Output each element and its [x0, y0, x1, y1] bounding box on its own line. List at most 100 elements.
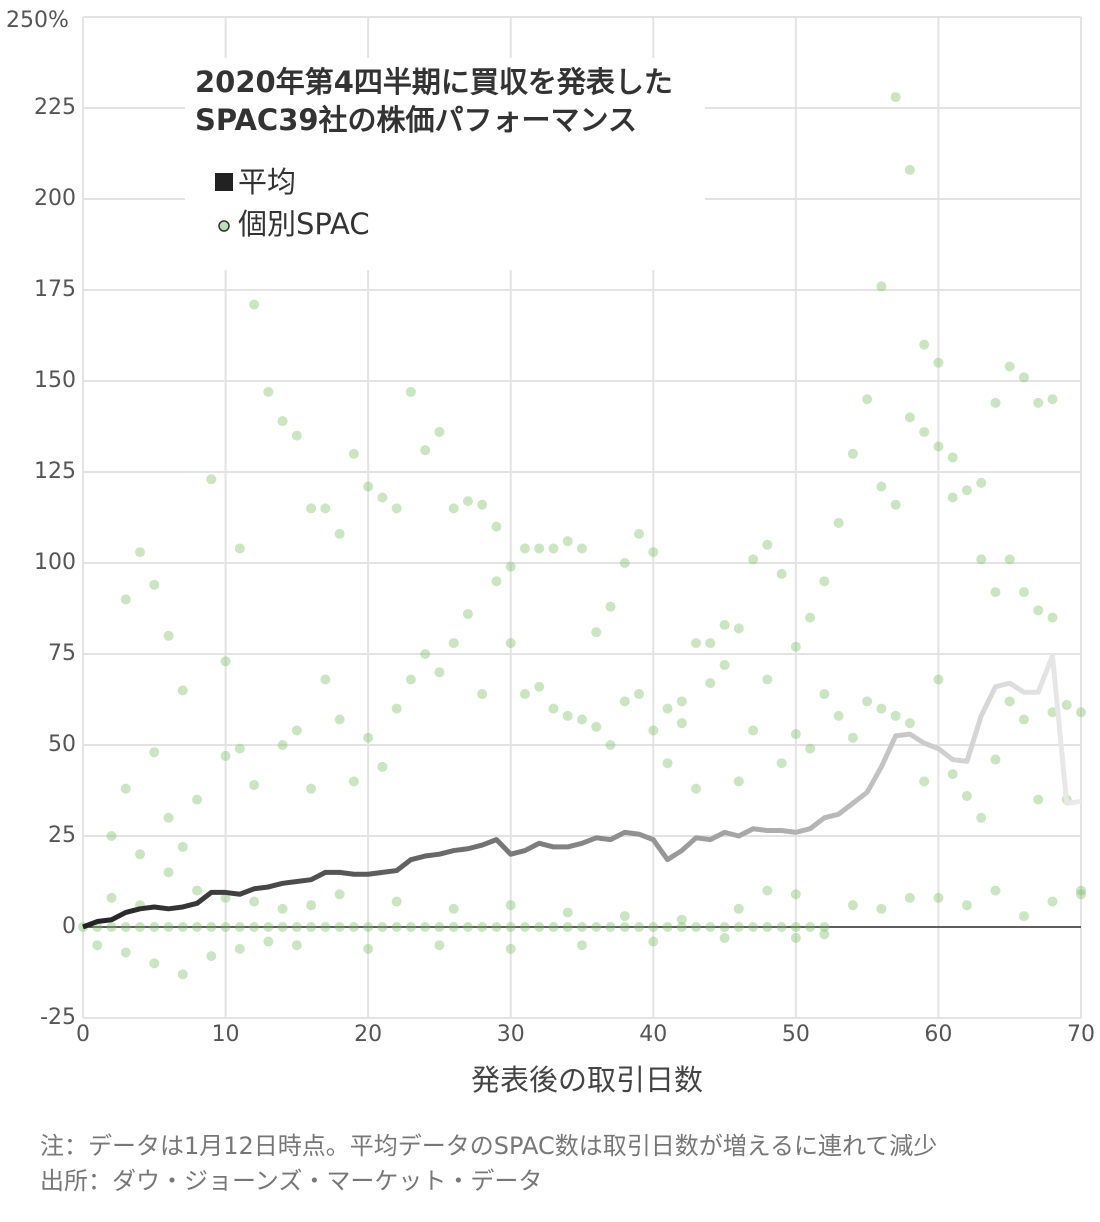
point — [876, 281, 887, 292]
point — [505, 561, 516, 572]
point — [234, 943, 245, 954]
point — [149, 958, 160, 969]
point — [1018, 911, 1029, 922]
point — [876, 903, 887, 914]
point — [505, 922, 516, 932]
point — [634, 922, 645, 932]
point — [662, 922, 673, 932]
point — [762, 922, 773, 932]
point — [149, 579, 160, 590]
point — [1018, 372, 1029, 383]
point — [733, 776, 744, 787]
point — [833, 710, 844, 721]
point — [1033, 794, 1044, 805]
x-tick-label: 50 — [782, 1022, 810, 1047]
point — [961, 790, 972, 801]
point — [534, 543, 545, 554]
marks — [78, 92, 1086, 980]
point — [448, 903, 459, 914]
point — [705, 638, 716, 649]
point — [434, 426, 445, 437]
point — [405, 922, 416, 932]
point — [1033, 397, 1044, 408]
point — [320, 674, 331, 685]
point — [847, 900, 858, 911]
point — [790, 729, 801, 740]
point — [705, 678, 716, 689]
point — [448, 503, 459, 514]
point — [933, 892, 944, 903]
point — [192, 922, 203, 932]
point — [805, 743, 816, 754]
point — [605, 740, 616, 750]
point — [277, 903, 288, 914]
point — [334, 528, 345, 539]
point — [904, 412, 915, 423]
point — [619, 922, 630, 932]
point — [519, 922, 530, 932]
point — [277, 740, 288, 750]
point — [291, 940, 302, 951]
y-tick-label: 25 — [48, 823, 76, 848]
point — [748, 725, 759, 736]
x-tick-label: 0 — [76, 1022, 90, 1047]
point — [1047, 612, 1058, 623]
point — [548, 543, 559, 554]
point — [833, 517, 844, 528]
x-axis-title: 発表後の取引日数 — [471, 1063, 703, 1097]
point — [562, 536, 573, 547]
point — [1033, 605, 1044, 616]
point — [477, 499, 488, 510]
point — [263, 936, 274, 947]
point — [605, 601, 616, 612]
point — [904, 718, 915, 729]
point — [748, 922, 759, 932]
point — [249, 299, 260, 310]
point — [306, 503, 317, 514]
point — [819, 922, 830, 932]
point — [876, 481, 887, 492]
point — [206, 922, 217, 932]
legend-label: 個別SPAC — [238, 207, 370, 241]
point — [1047, 707, 1058, 718]
point — [904, 892, 915, 903]
point — [391, 896, 402, 907]
point — [377, 922, 388, 932]
point — [263, 386, 274, 397]
y-tick-label: 50 — [48, 732, 76, 757]
point — [277, 922, 288, 932]
point — [348, 776, 359, 787]
point — [976, 477, 987, 488]
point — [534, 922, 545, 932]
point — [120, 947, 131, 958]
point — [220, 922, 231, 932]
point — [719, 619, 730, 630]
point — [947, 769, 958, 780]
point — [776, 568, 787, 579]
y-tick-label: 200 — [34, 186, 76, 211]
legend-label: 平均 — [238, 165, 296, 199]
point — [890, 710, 901, 721]
point — [106, 922, 117, 932]
point — [562, 710, 573, 721]
point — [776, 922, 787, 932]
x-tick-label: 60 — [924, 1022, 952, 1047]
point — [577, 543, 587, 554]
point — [733, 623, 744, 634]
x-tick-label: 30 — [497, 1022, 525, 1047]
point — [420, 445, 431, 456]
point — [306, 922, 317, 932]
y-tick-label: 100 — [34, 550, 76, 575]
point — [234, 743, 245, 754]
point — [462, 922, 473, 932]
point — [819, 689, 830, 700]
point — [591, 922, 602, 932]
legend-background — [185, 58, 705, 270]
point — [719, 659, 730, 670]
point — [120, 783, 131, 794]
point — [163, 867, 174, 878]
point — [947, 452, 958, 463]
point — [890, 499, 901, 510]
point — [676, 696, 687, 707]
